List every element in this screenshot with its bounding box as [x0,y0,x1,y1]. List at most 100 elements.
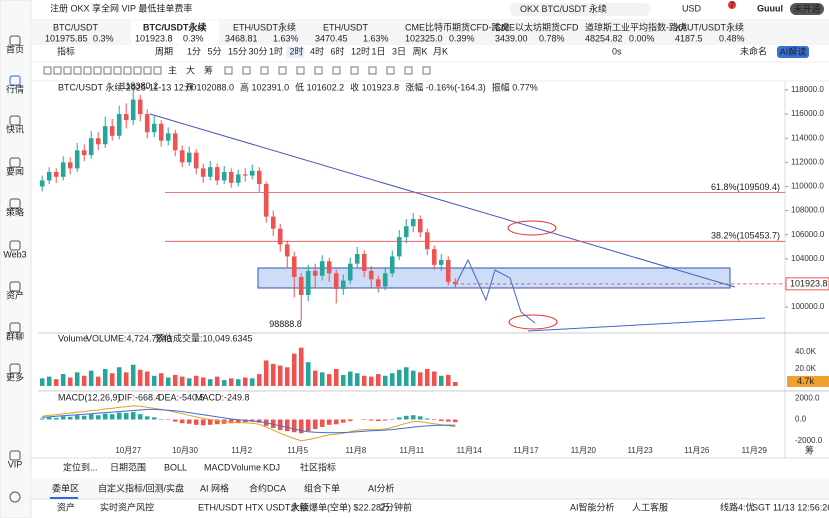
ticker-price: 3439.00 [495,33,528,43]
tool-icon[interactable] [153,66,162,75]
interval[interactable]: 4时 [310,45,324,56]
draw-tool[interactable]: 筹 [204,64,213,75]
interval[interactable]: 15分 [228,46,247,56]
layout-name[interactable]: 未命名 [740,45,767,56]
nav-icon[interactable] [9,157,21,168]
volume-tick-label: 40.0K [795,347,817,356]
volume-bar [228,378,234,386]
ticker-price: 3468.81 [225,33,258,43]
badge [728,1,736,9]
volume-bar [284,367,290,386]
volume-bar [424,368,430,386]
interval[interactable]: 1时 [269,45,283,56]
tool-icon[interactable] [93,66,102,75]
interval[interactable]: 1日 [372,46,386,56]
volume-bar [214,376,220,386]
tool-icon[interactable] [350,66,359,75]
indicator-button[interactable]: 指标 [57,45,75,56]
interval[interactable]: 12时 [351,45,370,56]
community-indicator[interactable]: 社区指标 [300,461,336,472]
tool-icon[interactable] [224,66,233,75]
interval[interactable]: 1分 [187,46,201,56]
settings-icon[interactable] [9,491,21,503]
nav-icon[interactable] [9,35,21,46]
tool-icon[interactable] [314,66,323,75]
ticker-name: CME比特币期货CFD-路虎 [405,21,510,32]
tool-icon[interactable] [43,66,52,75]
volume-bar [249,378,255,386]
sidebar [0,0,32,518]
indicator-chip[interactable]: MACD [204,462,231,472]
tool-icon[interactable] [278,66,287,75]
interval[interactable]: 6时 [331,45,345,56]
tool-icon[interactable] [368,66,377,75]
tool-icon[interactable] [53,66,62,75]
volume-bar [67,377,73,386]
tab[interactable]: AI分析 [368,482,395,493]
tool-icon[interactable] [332,66,341,75]
tool-icon[interactable] [296,66,305,75]
candle-body [116,114,122,136]
tool-icon[interactable] [404,66,413,75]
macd-bar [382,419,388,421]
tab[interactable]: 组合下单 [304,482,340,493]
interval[interactable]: 周K [413,46,428,56]
tool-icon[interactable] [103,66,112,75]
candle-body [431,249,437,265]
candle-body [333,273,339,289]
indicator-chip[interactable]: BOLL [164,462,187,472]
tool-icon[interactable] [143,66,152,75]
macd-bar [193,419,199,425]
tab[interactable]: 委单区 [52,482,79,493]
date-range[interactable]: 日期范围 [110,461,146,472]
tool-icon[interactable] [63,66,72,75]
tool-icon[interactable] [83,66,92,75]
tool-icon[interactable] [133,66,142,75]
tab[interactable]: 自定义指标/回测/实盘 [98,482,184,493]
interval[interactable]: 30分 [249,46,268,56]
indicator-chip[interactable]: Volume [231,462,261,472]
tool-icon[interactable] [242,66,251,75]
ai-button[interactable] [777,46,809,58]
locate-button[interactable]: 定位到... [63,461,98,472]
tool-icon[interactable] [422,66,431,75]
chip-button[interactable]: 筹 [805,444,814,455]
period-button[interactable]: 周期 [155,46,173,56]
nav-icon[interactable] [9,75,21,86]
nav-icon[interactable] [9,363,21,374]
risk-control[interactable]: 实时资产风控 [100,501,154,512]
macd-bar [67,416,73,420]
search-box[interactable] [510,3,650,16]
nav-icon[interactable] [9,281,21,292]
volume-bar [403,367,409,386]
ai-analysis[interactable]: AI智能分析 [570,501,615,512]
candle-body [277,228,283,245]
interval[interactable]: 3日 [392,46,406,56]
tool-icon[interactable] [260,66,269,75]
tool-icon[interactable] [123,66,132,75]
nav-icon[interactable] [9,115,21,126]
interval[interactable]: 5分 [208,46,222,56]
tool-icon[interactable] [73,66,82,75]
macd-bar [298,419,304,434]
x-tick-label: 10月27 [115,446,141,455]
nav-icon[interactable] [9,450,21,461]
tool-icon[interactable] [386,66,395,75]
nav-icon[interactable] [9,322,21,333]
volume-bar [235,379,241,386]
nav-label: 资产 [6,289,24,300]
draw-tool[interactable]: 主 [168,64,177,75]
customer-service[interactable]: 人工客服 [632,501,668,512]
draw-tool[interactable]: 大 [186,64,195,75]
nav-icon[interactable] [9,240,21,251]
tab[interactable]: 合约DCA [249,482,286,493]
nav-label: 快讯 [6,123,24,134]
tool-icon[interactable] [113,66,122,75]
interval[interactable]: 2时 [290,45,304,56]
macd-bar [333,419,339,425]
ticker-change: 0.3% [183,33,204,43]
tab[interactable]: AI 网格 [200,482,229,493]
indicator-chip[interactable]: KDJ [263,462,280,472]
nav-icon[interactable] [9,198,21,209]
interval[interactable]: 月K [433,46,448,56]
